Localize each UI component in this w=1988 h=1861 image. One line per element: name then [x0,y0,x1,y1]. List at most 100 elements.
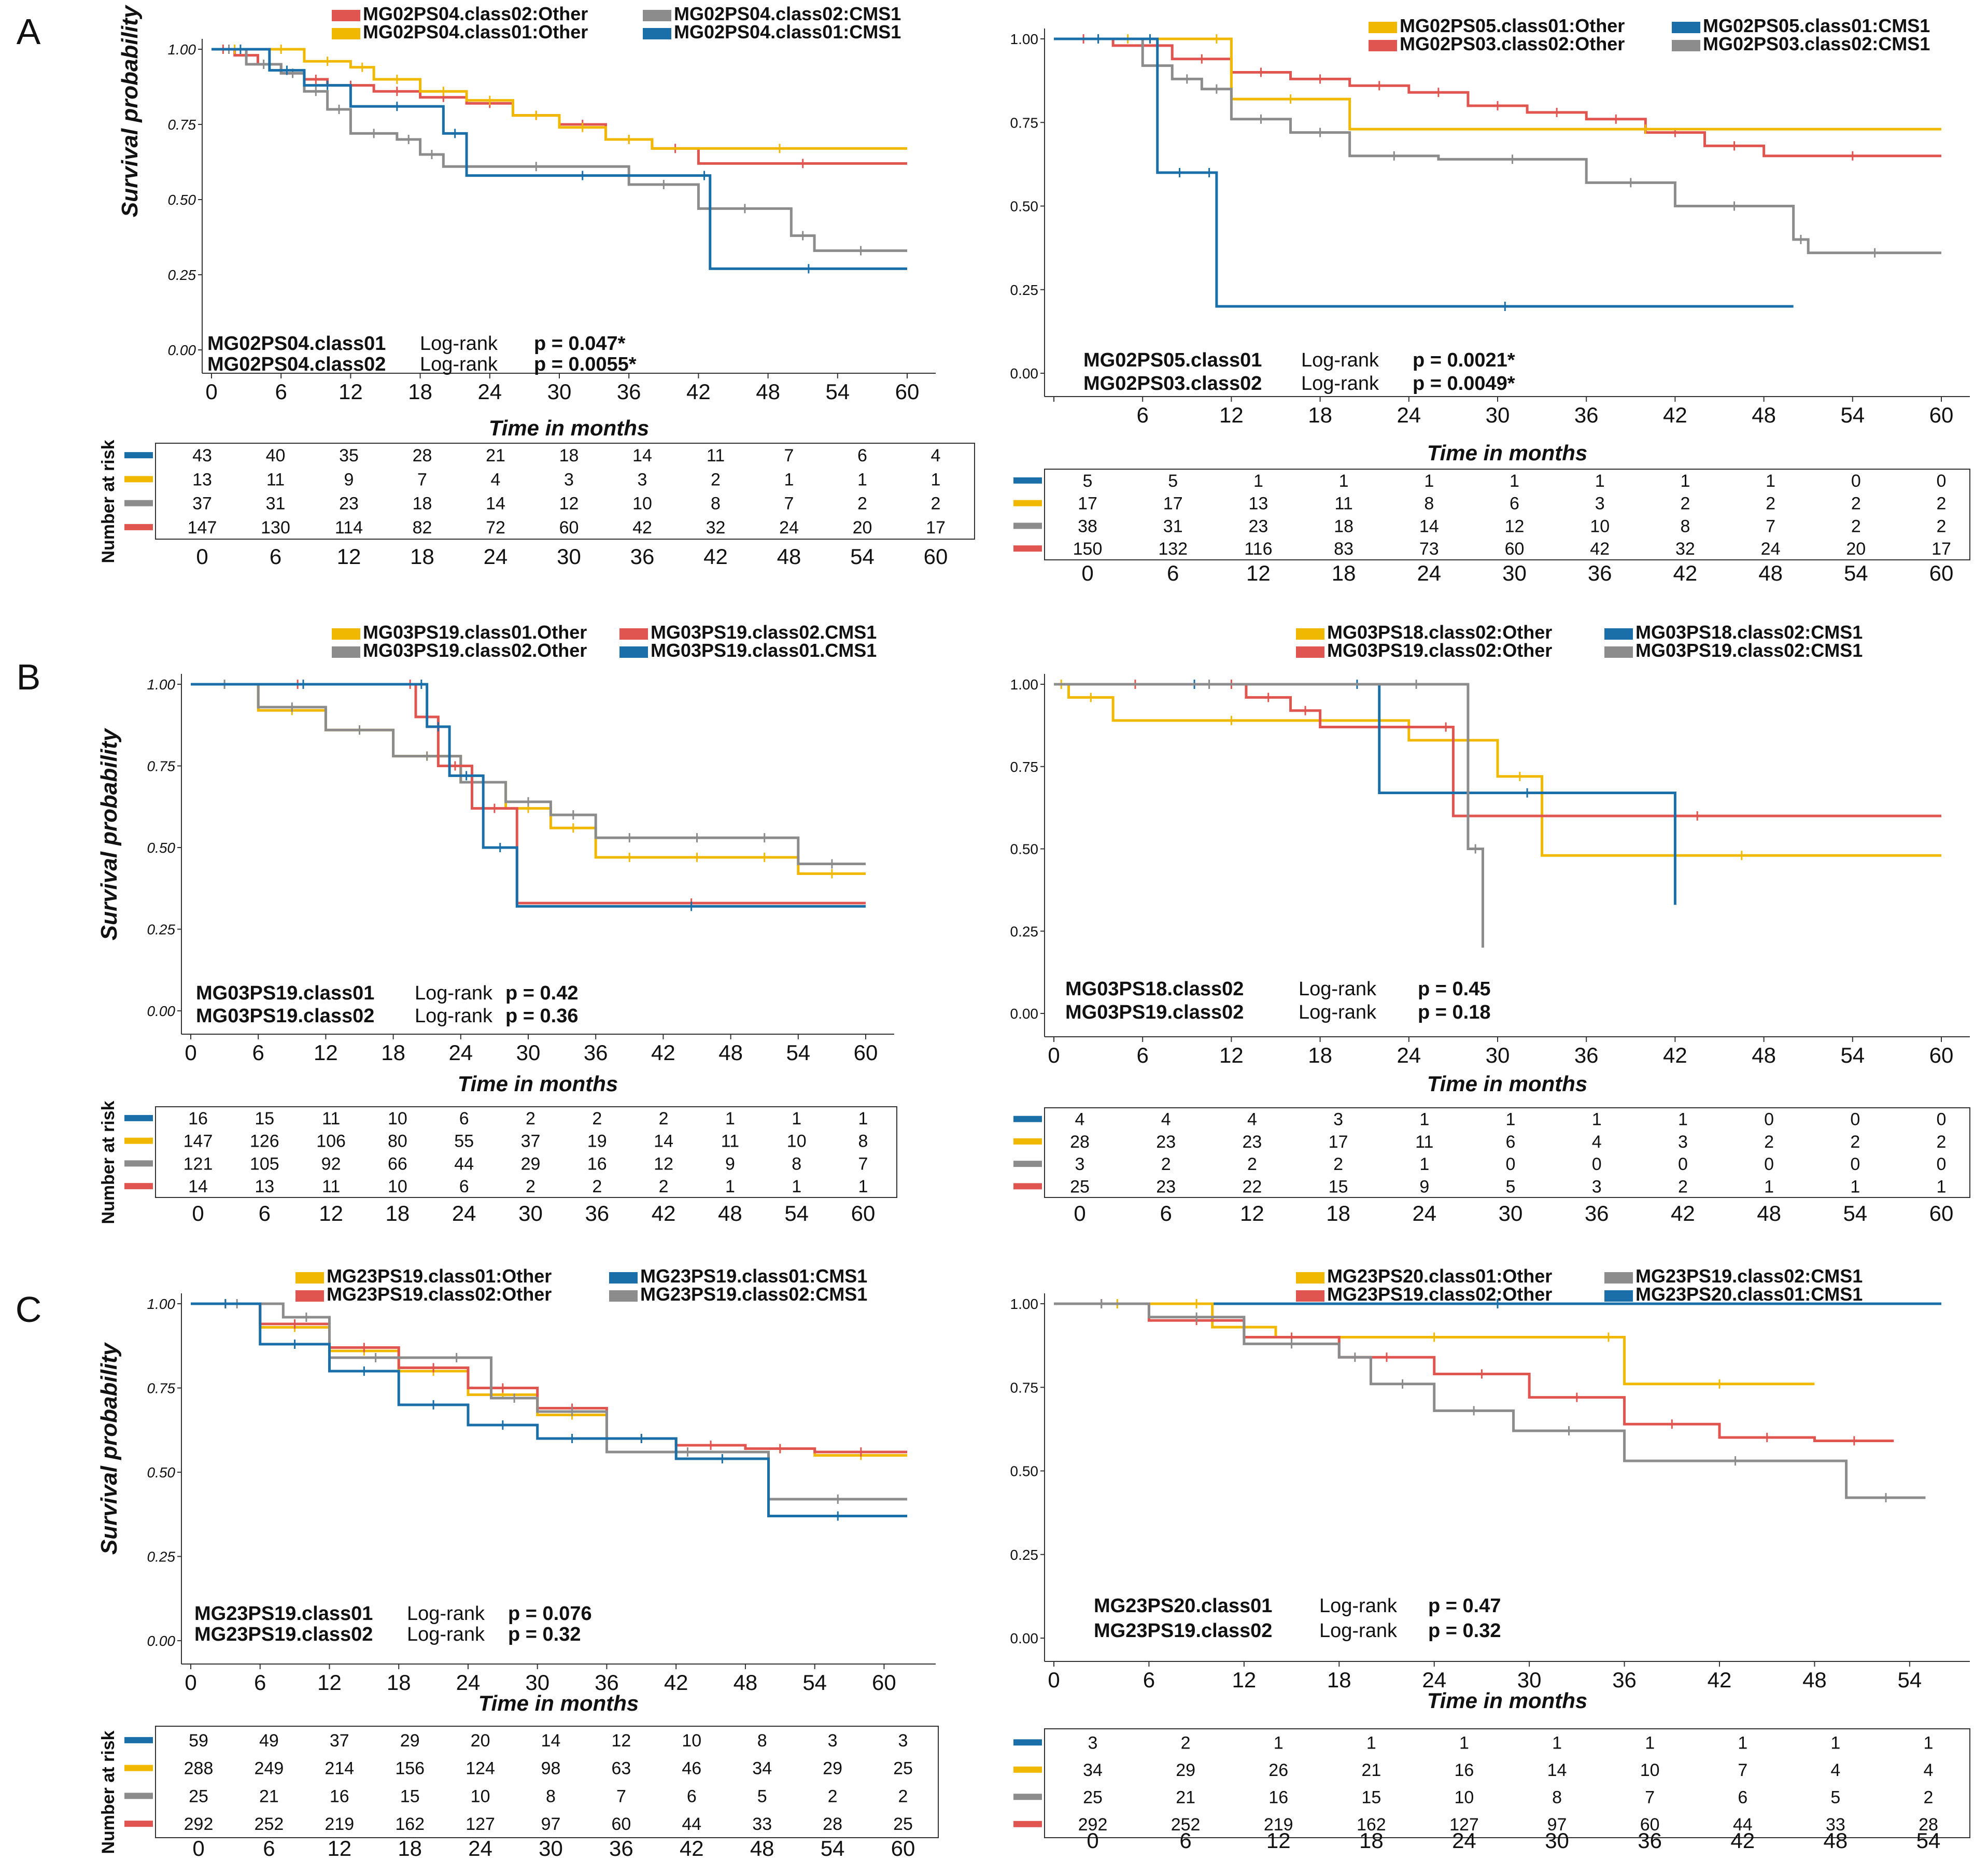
x-tick-label: 12 [317,1670,342,1695]
risk-count: 3 [1088,1733,1098,1753]
risk-count: 1 [1592,1110,1602,1130]
risk-count: 92 [321,1154,341,1174]
risk-count: 0 [1764,1110,1774,1130]
risk-count: 1 [1339,471,1349,491]
stat-name: MG23PS19.class02 [1094,1620,1272,1642]
legend-swatch-blue [609,1272,638,1284]
x-tick-label: 0 [205,379,217,404]
legend-label: MG23PS20.class01:CMS1 [1635,1284,1863,1305]
stat-name: MG23PS19.class02 [194,1624,373,1645]
risk-count: 162 [1357,1815,1386,1835]
x-tick-label: 24 [1397,1043,1421,1067]
x-tick-label: 36 [1574,1043,1599,1067]
risk-count: 147 [188,518,217,538]
risk-count: 46 [682,1759,701,1779]
legend-label: MG03PS19.class01.Other [363,622,587,643]
x-tick-label: 30 [516,1040,541,1065]
risk-count: 60 [1640,1815,1660,1835]
risk-count: 1 [1924,1733,1934,1753]
legend-label: MG23PS19.class01:CMS1 [640,1265,867,1287]
risk-count: 1 [784,470,794,489]
risk-count: 8 [1552,1787,1562,1807]
risk-count: 7 [784,446,794,466]
legend-label: MG02PS03.class02:CMS1 [1703,33,1930,54]
legend-swatch-blue [1604,628,1633,640]
stat-p-value: p = 0.32 [508,1624,581,1645]
stat-p-value: p = 0.0055* [534,354,637,375]
risk-swatch-yellow [1013,1138,1042,1145]
legend-swatch-yellow [295,1272,324,1284]
risk-count: 33 [752,1814,772,1834]
km-curve-red [1054,37,1941,158]
risk-count: 4 [1830,1760,1840,1780]
risk-count: 2 [1766,494,1775,514]
stat-test: Log-rank [407,1603,485,1625]
stat-test: Log-rank [407,1624,485,1645]
stat-name: MG03PS19.class01 [196,982,374,1004]
risk-count: 3 [898,1731,908,1751]
risk-count: 1 [1595,471,1605,491]
risk-count: 10 [632,494,652,514]
risk-count: 1 [1937,1177,1947,1196]
risk-count: 4 [1161,1110,1171,1130]
risk-x-tick-label: 54 [850,544,875,569]
risk-count: 105 [250,1154,279,1174]
legend-swatch-red [1369,40,1397,51]
x-tick-label: 54 [1897,1668,1922,1692]
x-tick-label: 12 [1219,403,1244,427]
legend-swatch-yellow [1369,22,1397,33]
y-tick-label: 0.00 [1010,1006,1039,1022]
risk-swatch-gray [1013,1794,1042,1800]
km-curve-gray [1054,37,1941,255]
risk-table-title: Number at risk [98,1101,118,1224]
risk-count: 2 [931,494,941,514]
risk-x-tick-label: 60 [1929,1201,1954,1225]
risk-count: 17 [1931,539,1951,559]
km-curve-blue [212,48,907,270]
y-tick-label: 1.00 [147,1296,176,1312]
risk-x-tick-label: 54 [1843,1201,1867,1225]
risk-count: 25 [893,1814,913,1834]
y-tick-label: 0.25 [147,1549,176,1565]
risk-x-tick-label: 6 [270,544,281,569]
stat-test: Log-rank [1319,1620,1398,1642]
y-tick-label: 0.25 [168,267,196,283]
risk-count: 38 [1078,516,1097,536]
x-tick-label: 60 [1929,1043,1954,1067]
risk-count: 80 [388,1132,407,1151]
stat-test: Log-rank [420,354,498,375]
x-tick-label: 60 [872,1670,896,1695]
risk-x-tick-label: 6 [1179,1828,1191,1853]
risk-count: 1 [1419,1110,1429,1130]
y-tick-label: 0.50 [1010,841,1039,857]
risk-count: 3 [828,1731,838,1751]
risk-count: 55 [454,1132,474,1151]
x-tick-label: 18 [387,1670,411,1695]
risk-count: 214 [325,1759,354,1779]
x-axis-title: Time in months [1427,441,1588,465]
x-tick-label: 24 [1422,1668,1446,1692]
legend-label: MG02PS03.class02:Other [1400,33,1625,54]
legend-label: MG23PS20.class01:Other [1327,1265,1552,1287]
risk-count: 10 [1590,516,1610,536]
risk-count: 7 [1766,516,1775,536]
risk-count: 59 [189,1731,208,1751]
risk-count: 2 [1678,1177,1688,1196]
legend-swatch-yellow [1296,628,1324,640]
risk-count: 10 [471,1786,490,1806]
stat-test: Log-rank [1319,1595,1398,1617]
risk-count: 37 [192,494,212,514]
risk-x-tick-label: 12 [1246,561,1271,585]
risk-count: 2 [592,1109,602,1129]
km-curve-gray [1054,1302,1926,1499]
risk-count: 20 [1846,539,1866,559]
risk-x-tick-label: 48 [777,544,801,569]
risk-count: 32 [1675,539,1695,559]
x-tick-label: 18 [1327,1668,1351,1692]
risk-x-tick-label: 30 [1545,1828,1569,1853]
stat-name: MG03PS19.class02 [1065,1002,1244,1023]
risk-count: 72 [486,518,505,538]
risk-count: 0 [1937,471,1947,491]
risk-count: 9 [725,1154,735,1174]
risk-x-tick-label: 60 [1929,561,1954,585]
